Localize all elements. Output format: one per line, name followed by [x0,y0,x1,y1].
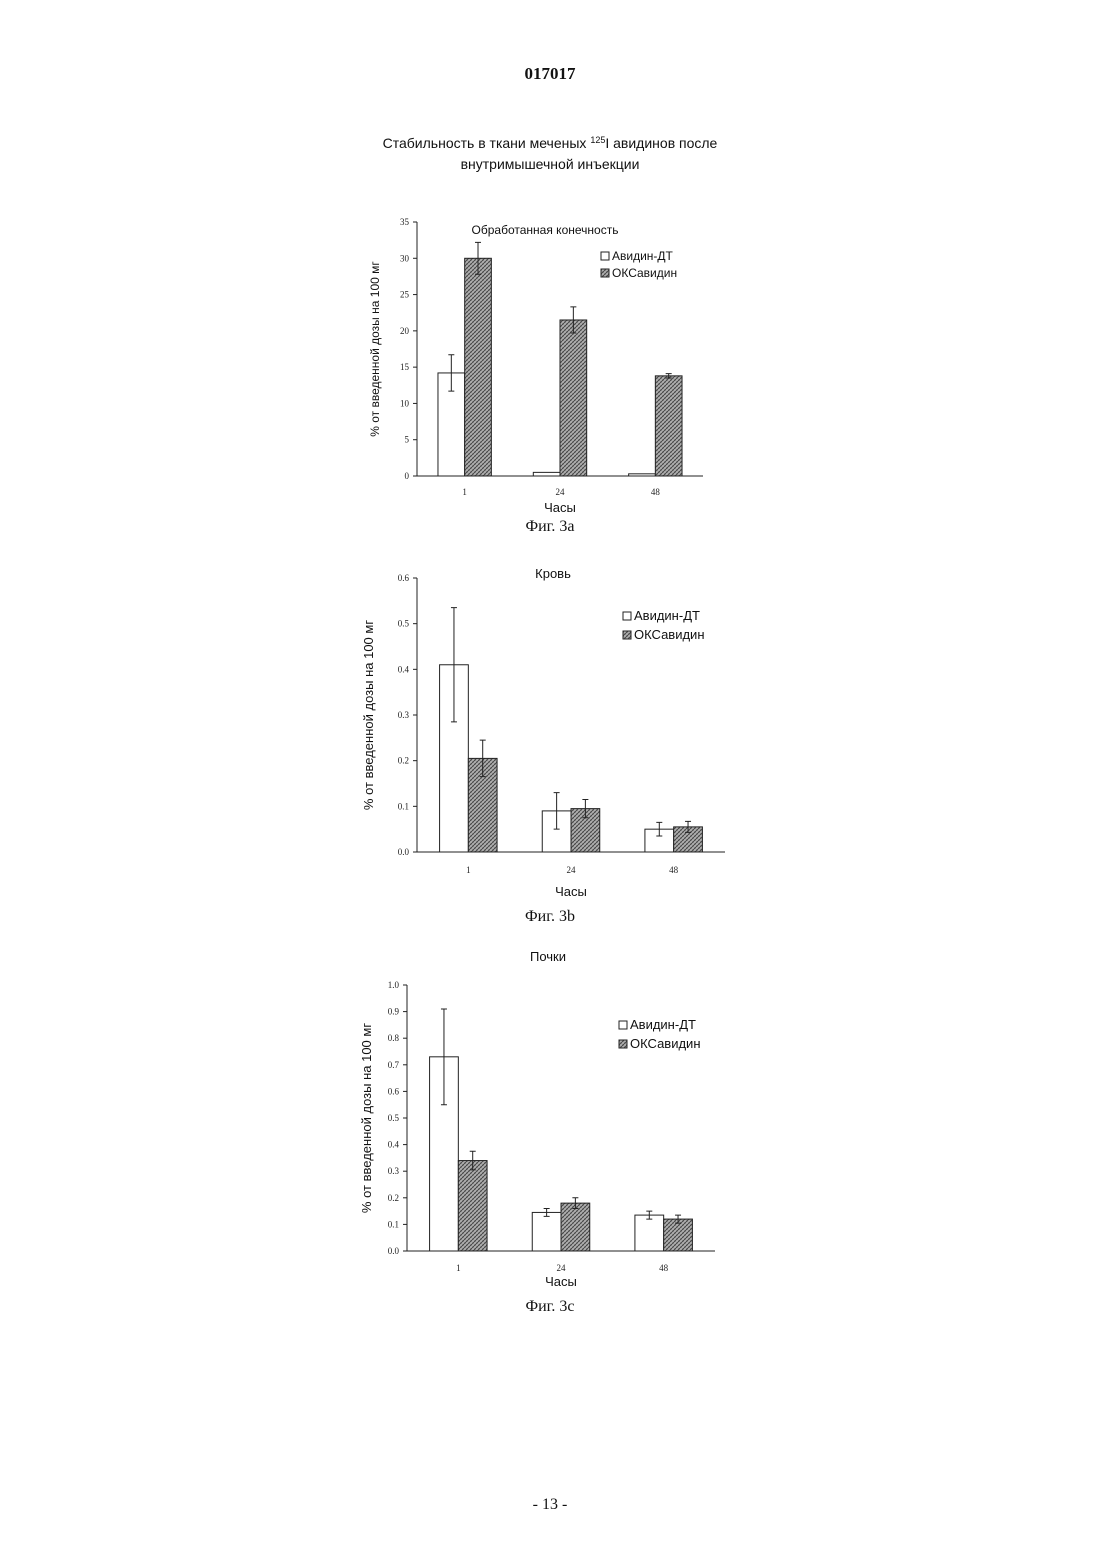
legend-label: Авидин-ДТ [630,1017,696,1032]
y-tick-label: 0.1 [398,801,409,811]
y-tick-label: 15 [400,362,410,372]
y-tick-label: 0.8 [388,1033,400,1043]
x-tick-label: 24 [557,1263,567,1273]
legend-label: ОКСавидин [630,1036,701,1051]
bar-avidin-dt-24h [532,1212,561,1251]
legend-label: ОКСавидин [634,627,705,642]
y-tick-label: 0.1 [388,1219,399,1229]
legend-swatch [601,269,609,277]
y-tick-label: 0.0 [398,847,410,857]
x-tick-label: 1 [456,1263,461,1273]
y-tick-label: 0.4 [388,1140,400,1150]
bar-oks-avidin-48h [655,376,682,476]
y-tick-label: 35 [400,217,410,227]
bar-avidin-dt-48h [629,474,656,476]
y-tick-label: 0.2 [388,1193,399,1203]
figure-title: Стабильность в ткани меченых 125I авидин… [340,130,760,175]
bar-oks-avidin-24h [560,320,587,476]
bar-oks-avidin-48h [664,1219,693,1251]
chart-title: Кровь [535,566,571,581]
legend-swatch [619,1021,627,1029]
chart-treated-limb: 0 5 10 15 20 25 30 35 1 24 48 Часы % от введенной до… [355,212,745,522]
y-tick-label: 0.5 [398,619,410,629]
y-tick-label: 0.6 [398,573,410,583]
y-tick-label: 0.4 [398,664,410,674]
y-tick-label: 30 [400,253,410,263]
x-tick-label: 1 [466,865,471,875]
y-tick-label: 20 [400,326,410,336]
legend-swatch [601,252,609,260]
y-tick-label: 25 [400,290,410,300]
y-tick-label: 0 [405,471,410,481]
y-tick-label: 0.5 [388,1113,400,1123]
y-tick-label: 0.2 [398,756,409,766]
bar-oks-avidin-1h [458,1161,487,1251]
x-tick-label: 24 [556,487,566,497]
figure-title-line1-start: Стабильность в ткани меченых [383,135,591,151]
x-tick-label: 24 [567,865,577,875]
legend-label: Авидин-ДТ [634,608,700,623]
y-axis-label: % от введенной дозы на 100 мг [359,1023,374,1213]
x-axis-label: Часы [545,1274,577,1289]
chart-title: Обработанная конечность [472,223,619,237]
bar-avidin-dt-24h [533,472,560,476]
y-tick-label: 0.9 [388,1007,400,1017]
bar-oks-avidin-1h [465,258,492,476]
x-tick-label: 48 [651,487,661,497]
isotope-superscript: 125 [590,135,605,145]
y-tick-label: 0.0 [388,1246,400,1256]
x-axis-label: Часы [555,884,587,899]
x-tick-label: 48 [669,865,679,875]
y-tick-label: 0.3 [388,1166,400,1176]
legend-swatch [623,631,631,639]
y-tick-label: 0.6 [388,1086,400,1096]
x-tick-label: 1 [462,487,467,497]
bar-oks-avidin-24h [561,1203,590,1251]
legend-label: Авидин-ДТ [612,249,674,263]
y-tick-label: 10 [400,398,410,408]
caption-fig-3b: Фиг. 3b [0,908,1100,926]
page-number: - 13 - [0,1496,1100,1514]
legend-swatch [619,1040,627,1048]
y-tick-label: 1.0 [388,980,400,990]
y-tick-label: 0.3 [398,710,410,720]
y-axis-label: % от введенной дозы на 100 мг [368,261,382,437]
chart-title: Почки [530,949,566,964]
x-tick-label: 48 [659,1263,669,1273]
y-axis-label: % от введенной дозы на 100 мг [361,620,376,810]
y-tick-label: 0.7 [388,1060,400,1070]
figure-title-line2: внутримышечной инъекции [340,154,760,175]
caption-fig-3c: Фиг. 3c [0,1298,1100,1316]
legend-label: ОКСавидин [612,266,677,280]
legend-swatch [623,612,631,620]
x-axis-label: Часы [544,500,576,515]
document-number: 017017 [0,64,1100,84]
chart-kidneys: 0.0 0.1 0.2 0.3 0.4 0.5 0.6 0.7 0.8 0.9 1.0 1 24 48 Ча… [355,945,745,1290]
caption-fig-3a: Фиг. 3a [0,518,1100,536]
y-tick-label: 5 [405,435,410,445]
bar-avidin-dt-48h [635,1215,664,1251]
figure-title-line1-end: I авидинов после [605,135,717,151]
chart-blood: 0.0 0.1 0.2 0.3 0.4 0.5 0.6 1 24 48 Часы % от введе… [355,560,745,905]
